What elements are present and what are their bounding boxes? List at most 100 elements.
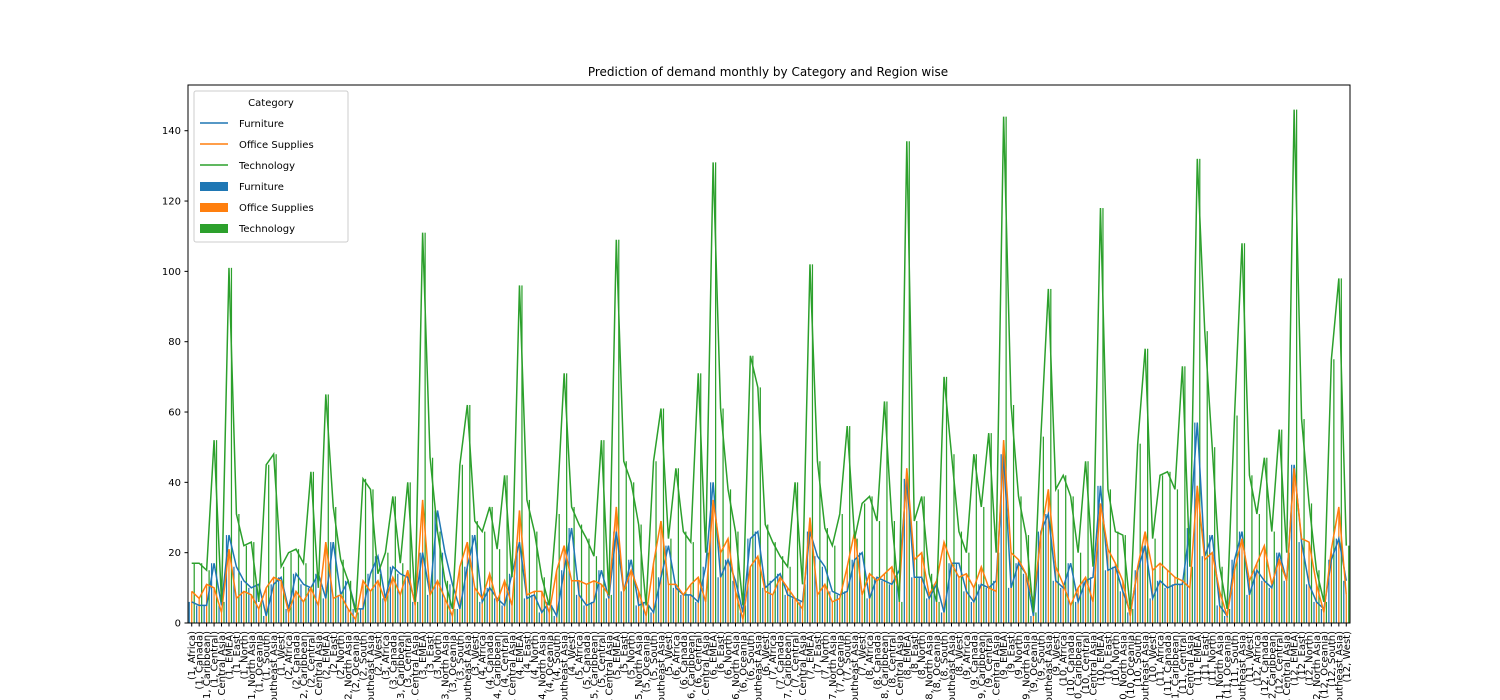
bar-technology-5-south — [655, 461, 657, 623]
bar-office-supplies-3-africa — [384, 601, 387, 623]
bar-furniture-4-north — [531, 594, 533, 623]
bar-office-supplies-3-canada — [392, 577, 394, 623]
bar-technology-7-south — [849, 426, 851, 623]
bar-office-supplies-9-central — [988, 587, 990, 623]
bar-technology-7-africa — [774, 542, 776, 623]
bar-technology-1-east — [238, 513, 240, 623]
bar-office-supplies-6-africa — [675, 584, 677, 623]
x-tick-label: (2, Africa) — [284, 631, 295, 680]
x-tick-label: (10, East) — [1103, 631, 1114, 680]
bar-furniture-7-central-asia — [799, 601, 801, 623]
bar-furniture-7-north-asia — [829, 591, 831, 623]
bar-furniture-9-central-asia — [993, 580, 995, 623]
x-tick-label: (4, Africa) — [478, 631, 489, 680]
bar-technology-10-north-asia — [1124, 535, 1126, 623]
bar-technology-7-north-asia — [834, 545, 836, 623]
x-tick-label: (10, North) — [1111, 631, 1122, 686]
x-tick-label: (3, East) — [426, 631, 437, 673]
bar-office-supplies-5-africa — [578, 580, 580, 623]
bar-office-supplies-6-canada — [682, 594, 684, 623]
bar-office-supplies-11-central-asia — [1189, 587, 1191, 623]
x-tick-label: (2, Oceania) — [351, 631, 362, 693]
bar-furniture-3-emea — [419, 552, 421, 623]
bar-technology-2-africa — [290, 552, 292, 623]
bar-office-supplies-12-south — [1330, 549, 1332, 623]
bar-furniture-3-west — [471, 535, 473, 623]
bar-office-supplies-3-central — [407, 570, 409, 623]
bar-furniture-3-north-asia — [441, 552, 444, 623]
bar-office-supplies-5-emea — [615, 506, 617, 623]
bar-office-supplies-3-oceania — [451, 615, 454, 623]
bar-office-supplies-7-caribbean — [787, 587, 789, 623]
bar-office-supplies-5-north-asia — [638, 591, 640, 623]
bar-office-supplies-8-caribbean — [883, 573, 886, 623]
bar-office-supplies-5-oceania — [645, 615, 647, 623]
bar-furniture-2-emea — [322, 598, 324, 623]
bar-office-supplies-10-canada — [1070, 605, 1072, 623]
bar-office-supplies-2-east — [332, 598, 334, 623]
x-tick-label: (6, North) — [724, 631, 735, 680]
legend-label: Technology — [238, 161, 295, 172]
x-tick-label: (4, Canada) — [485, 631, 496, 690]
bar-technology-4-north — [536, 531, 538, 623]
bar-office-supplies-7-emea — [809, 517, 811, 623]
bar-technology-4-east — [528, 499, 531, 623]
bar-technology-6-emea — [715, 162, 717, 624]
x-tick-label: (4, Central Asia) — [508, 631, 519, 700]
bar-office-supplies-3-north — [436, 580, 439, 623]
bar-technology-1-central — [215, 440, 218, 623]
x-tick-label: (11, Central) — [1178, 631, 1189, 694]
x-tick-label: (10, Southeast Asia) — [1141, 631, 1152, 700]
x-tick-label: (5, West) — [664, 631, 675, 676]
bar-office-supplies-10-central — [1084, 577, 1087, 623]
bar-technology-3-south — [461, 464, 463, 623]
x-tick-label: (10, South) — [1133, 631, 1144, 687]
bar-technology-5-canada — [588, 538, 590, 623]
x-tick-label: (12, Caribbean) — [1267, 631, 1278, 700]
x-tick-label: (2, North Asia) — [344, 631, 355, 700]
bar-furniture-4-caribbean — [494, 598, 496, 623]
bar-office-supplies-2-north — [340, 594, 342, 623]
bar-furniture-8-central-asia — [896, 570, 898, 623]
bar-furniture-4-east — [523, 598, 526, 623]
bar-furniture-5-central — [598, 570, 600, 623]
bar-furniture-10-oceania — [1127, 612, 1129, 623]
bar-furniture-6-canada — [680, 594, 682, 623]
x-tick-label: (9, Canada) — [969, 631, 980, 690]
bar-furniture-10-north — [1112, 566, 1114, 623]
bar-furniture-10-central-asia — [1089, 577, 1092, 623]
x-tick-label: (1, East) — [232, 631, 243, 673]
x-tick-label: (9, Caribbean) — [977, 631, 988, 700]
x-tick-label: (12, East) — [1297, 631, 1308, 680]
x-tick-label: (11, East) — [1200, 631, 1211, 680]
x-tick-label: (5, Central) — [597, 631, 608, 688]
x-tick-label: (7, Central) — [791, 631, 802, 688]
bar-office-supplies-8-north-asia — [928, 594, 930, 623]
bar-technology-2-caribbean — [305, 563, 307, 623]
x-tick-label: (4, Central) — [500, 631, 511, 688]
bar-furniture-1-central — [210, 563, 213, 623]
x-tick-label: (1, Caribbean) — [202, 631, 213, 700]
bar-layer — [188, 109, 1350, 624]
x-tick-label: (8, South) — [940, 631, 951, 681]
bar-office-supplies-3-north-asia — [444, 598, 446, 623]
bar-office-supplies-8-central-asia — [898, 591, 900, 623]
bar-office-supplies-7-west — [861, 594, 863, 623]
bar-furniture-7-west — [859, 552, 861, 623]
bar-technology-11-central-asia — [1191, 566, 1193, 623]
x-tick-label: (8, Central Asia) — [895, 631, 906, 700]
x-tick-label: (9, North) — [1014, 631, 1025, 680]
bar-technology-11-oceania — [1228, 608, 1231, 623]
bar-furniture-12-caribbean — [1268, 587, 1270, 623]
bar-furniture-4-southeast-asia — [561, 570, 563, 623]
x-tick-label: (11, Africa) — [1156, 631, 1167, 687]
bar-technology-6-west — [767, 524, 769, 623]
bar-furniture-5-oceania — [642, 601, 645, 623]
bar-technology-8-west — [960, 531, 963, 623]
legend-swatch-bar — [200, 224, 228, 233]
bar-furniture-10-southeast-asia — [1142, 545, 1144, 623]
bar-office-supplies-7-east — [816, 594, 819, 623]
bar-furniture-11-east — [1201, 556, 1203, 623]
bar-furniture-11-africa — [1156, 580, 1159, 623]
bar-office-supplies-4-south — [556, 570, 558, 623]
